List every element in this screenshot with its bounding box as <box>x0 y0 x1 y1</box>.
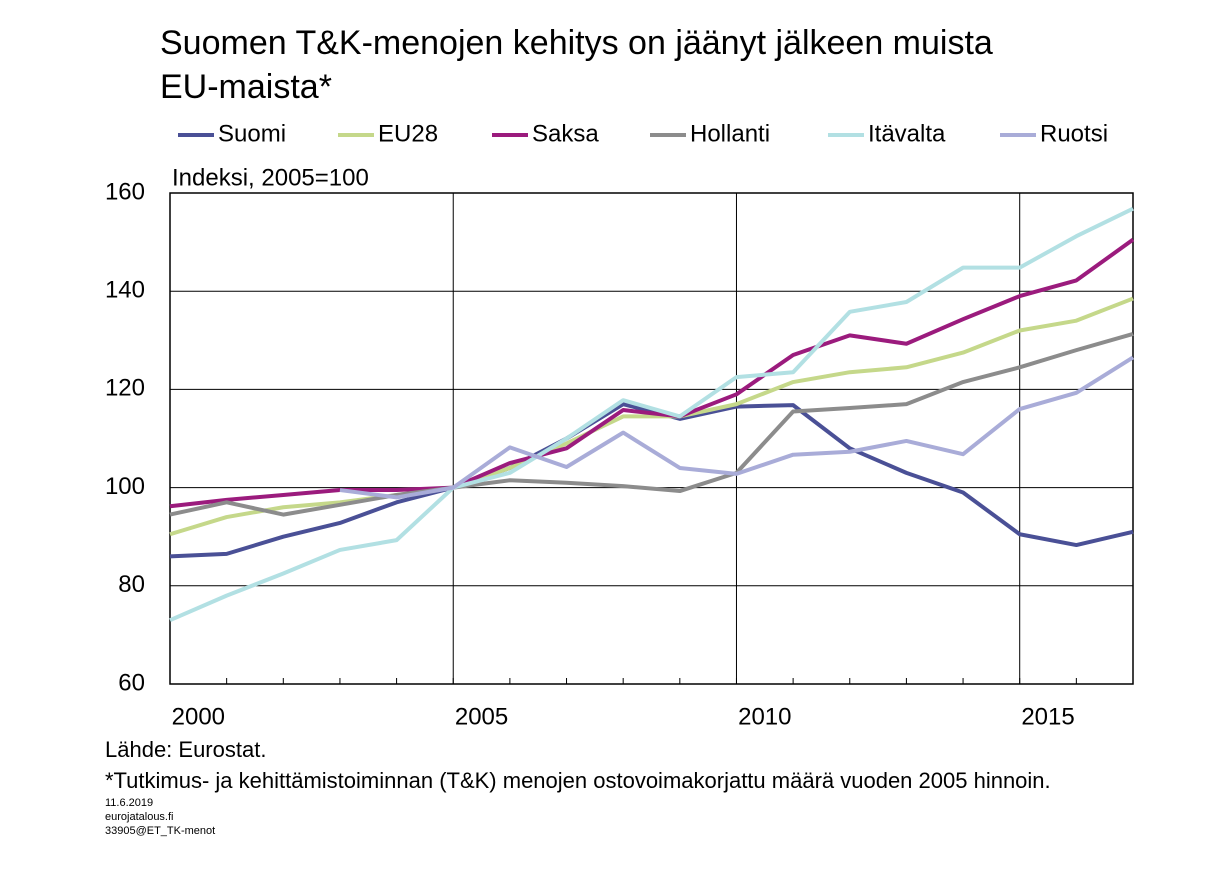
chart-title: EU-maista* <box>160 68 332 106</box>
y-axis-label: Indeksi, 2005=100 <box>172 164 369 191</box>
chart-title: Suomen T&K-menojen kehitys on jäänyt jäl… <box>160 24 993 62</box>
series-line <box>169 402 1134 559</box>
y-tick-label: 160 <box>105 178 145 205</box>
legend-label: Hollanti <box>690 120 770 147</box>
x-tick-label: 2010 <box>738 703 791 730</box>
footer: eurojatalous.fi <box>105 811 174 823</box>
y-tick-label: 80 <box>118 571 145 598</box>
legend-label: Ruotsi <box>1040 120 1108 147</box>
legend-label: Itävalta <box>868 120 946 147</box>
y-tick-label: 140 <box>105 277 145 304</box>
y-tick-label: 100 <box>105 473 145 500</box>
note: *Tutkimus- ja kehittämistoiminnan (T&K) … <box>105 768 1051 793</box>
y-tick-label: 60 <box>118 669 145 696</box>
series-line <box>339 355 1135 500</box>
legend-label: Saksa <box>532 120 599 147</box>
source: Lähde: Eurostat. <box>105 737 266 762</box>
plot-frame <box>169 192 1134 685</box>
x-tick-label: 2015 <box>1021 703 1074 730</box>
legend-label: Suomi <box>218 120 286 147</box>
footer: 33905@ET_TK-menot <box>105 825 215 837</box>
series-line <box>169 331 1134 517</box>
series-line <box>169 238 1135 509</box>
x-tick-label: 2005 <box>455 703 508 730</box>
series-line <box>169 206 1134 623</box>
footer: 11.6.2019 <box>105 797 153 809</box>
legend-label: EU28 <box>378 120 438 147</box>
x-tick-label: 2000 <box>172 703 225 730</box>
y-tick-label: 120 <box>105 375 145 402</box>
series-line <box>169 296 1134 537</box>
